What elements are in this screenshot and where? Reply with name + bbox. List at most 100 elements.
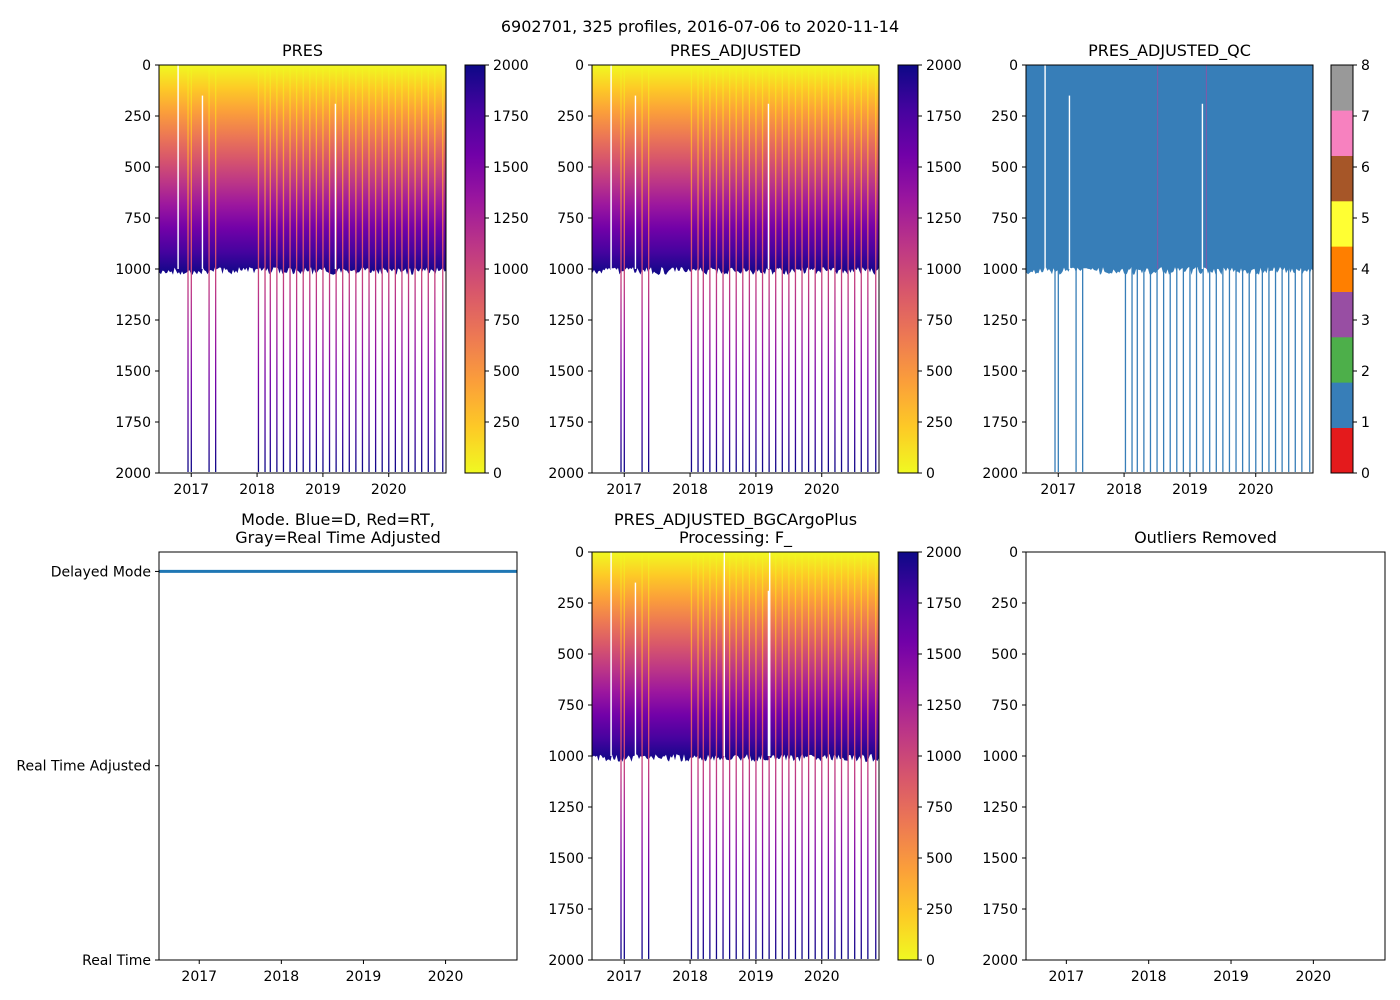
colorbar-tick-label: 1000	[493, 262, 529, 278]
colorbar-tick-label: 2	[1361, 364, 1370, 380]
deep-profile	[257, 65, 260, 472]
colorbar-tick-label: 500	[926, 364, 953, 380]
missing-profile	[634, 582, 637, 756]
colorbar-segment	[1331, 201, 1353, 247]
colorbar-segment	[1331, 246, 1353, 292]
x-tick-label: 2020	[1296, 969, 1332, 985]
colorbar-gradient	[465, 65, 485, 473]
pressure-field	[159, 65, 446, 275]
deep-profile	[295, 65, 298, 472]
y-tick-label: 500	[124, 160, 151, 176]
y-category-label: Real Time Adjusted	[16, 759, 151, 775]
x-tick-label: 2019	[1172, 482, 1208, 498]
chart-title-line: Gray=Real Time Adjusted	[235, 528, 441, 547]
x-tick-label: 2017	[173, 482, 209, 498]
colorbar-tick-label: 1	[1361, 415, 1370, 431]
deep-profile	[755, 552, 757, 959]
colorbar-tick-label: 1000	[926, 262, 962, 278]
deep-profile	[348, 65, 350, 472]
colorbar-tick-label: 3	[1361, 313, 1370, 329]
deep-profile	[761, 552, 764, 959]
deep-profile	[854, 552, 856, 959]
deep-profile	[690, 552, 693, 959]
deep-profile	[801, 552, 803, 959]
x-tick-label: 2018	[1131, 969, 1167, 985]
missing-profile	[610, 552, 612, 756]
axes-frame	[591, 551, 880, 961]
deep-profile	[807, 552, 810, 959]
deep-profile	[434, 65, 436, 472]
deep-profile	[735, 552, 737, 959]
y-tick-label: 0	[575, 58, 584, 74]
deep-profile	[368, 65, 370, 472]
deep-profile	[1209, 267, 1211, 472]
deep-profile	[315, 65, 318, 472]
missing-profile	[1201, 103, 1204, 269]
colorbar-tick-label: 750	[926, 313, 953, 329]
x-tick-label: 2017	[181, 969, 217, 985]
deep-profile	[742, 65, 744, 472]
deep-profile	[322, 65, 324, 472]
deep-profile	[788, 552, 790, 959]
deep-profile	[840, 552, 843, 959]
deep-profile	[728, 65, 731, 472]
chart-title-line: Outliers Removed	[1134, 528, 1277, 547]
deep-profile	[1176, 267, 1178, 472]
colorbar-segment	[1331, 427, 1353, 474]
deep-profile	[875, 552, 877, 959]
x-tick-label: 2017	[606, 482, 642, 498]
colorbar-tick-label: 750	[493, 313, 520, 329]
deep-profile	[1143, 267, 1145, 472]
colorbar-tick-label: 5	[1361, 211, 1370, 227]
heatmap-area	[159, 65, 446, 472]
deep-profile	[1235, 267, 1237, 472]
deep-profile	[641, 65, 643, 472]
deep-profile	[690, 65, 693, 472]
colorbar-tick-label: 1250	[493, 211, 529, 227]
deep-profile	[1162, 267, 1165, 472]
missing-profile	[634, 95, 637, 269]
deep-profile	[801, 65, 803, 472]
deep-profile	[1189, 267, 1191, 472]
chart-pres: PRES 0 250 500 750 1000 1250 1500 1750 2000 2017 20…	[115, 41, 528, 498]
deep-profile	[282, 65, 285, 472]
colorbar-tick-label: 1750	[926, 109, 962, 125]
deep-profile	[847, 65, 849, 472]
deep-profile	[715, 65, 718, 472]
missing-profile	[723, 552, 726, 756]
colorbar-tick-label: 1750	[926, 596, 962, 612]
deep-profile	[1149, 267, 1152, 472]
deep-profile	[1281, 267, 1283, 472]
deep-profile	[827, 65, 830, 472]
x-tick-label: 2020	[804, 969, 840, 985]
colorbar: 0 250 500 750 1000 1250 1500 1750 2000	[464, 58, 529, 482]
x-tick-label: 2020	[1238, 482, 1274, 498]
figure-suptitle: 6902701, 325 profiles, 2016-07-06 to 202…	[501, 17, 899, 36]
y-tick-label: 1000	[982, 749, 1018, 765]
deep-profile	[1241, 267, 1244, 472]
y-tick-label: 0	[142, 58, 151, 74]
deep-profile	[190, 65, 192, 472]
y-tick-label: 0	[1009, 545, 1018, 561]
deep-profile	[1057, 267, 1059, 472]
x-tick-label: 2019	[738, 969, 774, 985]
x-tick-label: 2018	[672, 969, 708, 985]
qc-flag3-profile	[1205, 65, 1207, 269]
deep-profile	[289, 65, 291, 472]
y-tick-label: 500	[991, 160, 1018, 176]
x-tick-label: 2018	[239, 482, 275, 498]
y-tick-label: 2000	[115, 466, 151, 482]
deep-profile	[1261, 267, 1264, 472]
deep-profile	[355, 65, 357, 472]
deep-profile	[1255, 267, 1257, 472]
deep-profile	[854, 65, 856, 472]
x-tick-label: 2020	[371, 482, 407, 498]
colorbar-segment	[1331, 337, 1353, 383]
deep-profile	[623, 65, 625, 472]
deep-profile	[781, 65, 783, 472]
y-tick-label: 1250	[982, 800, 1018, 816]
colorbar-tick-label: 250	[926, 415, 953, 431]
chart-outliers: Outliers Removed 0 250 500 750 1000 1250 1500 17…	[982, 528, 1386, 985]
axes-frame	[1025, 64, 1314, 474]
deep-profile	[1288, 267, 1290, 472]
